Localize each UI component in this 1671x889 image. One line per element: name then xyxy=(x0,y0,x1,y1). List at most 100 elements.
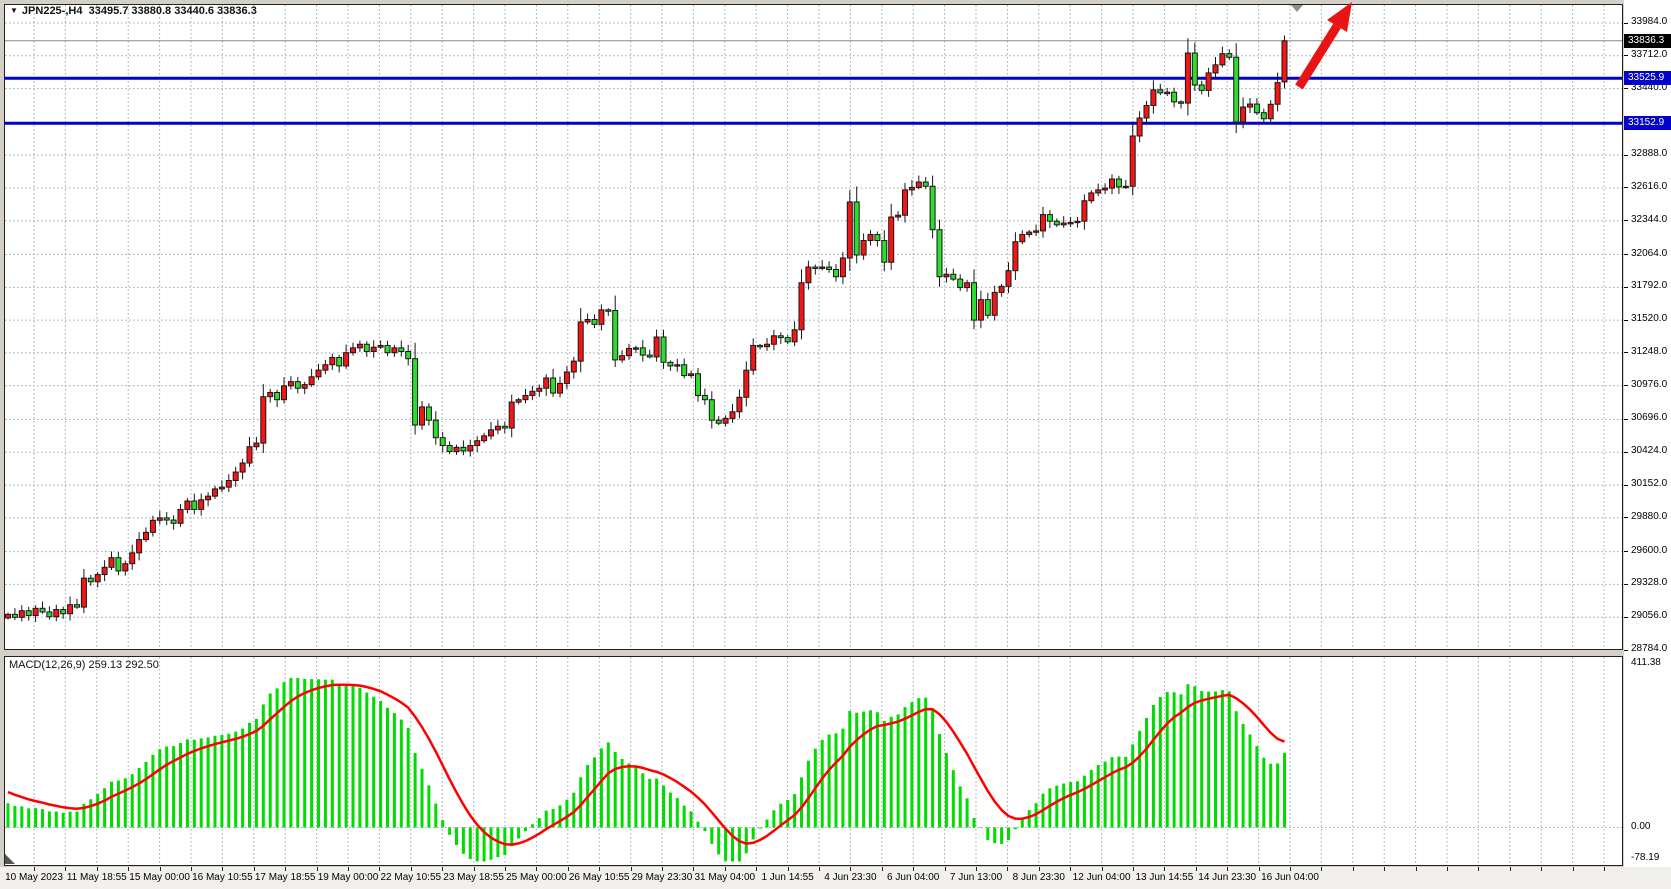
time-label: 23 May 18:55 xyxy=(443,872,504,883)
time-label: 16 May 10:55 xyxy=(192,872,253,883)
time-tick-mark xyxy=(1070,867,1072,871)
chart-ohlc-title: ▼ JPN225-,H4 33495.7 33880.8 33440.6 3383… xyxy=(10,5,257,17)
price-tick-label: 29328.0 xyxy=(1631,577,1668,589)
time-label: 22 May 10:55 xyxy=(380,872,442,883)
time-tick-mark xyxy=(316,867,318,871)
time-tick-mark xyxy=(850,867,852,871)
time-tick-mark xyxy=(913,867,915,871)
price-tick-label: 33712.0 xyxy=(1631,48,1668,60)
time-tick-mark xyxy=(1321,867,1323,871)
price-tick-label: 33984.0 xyxy=(1631,16,1668,27)
time-tick-mark xyxy=(96,867,98,871)
indicator-resize-grip[interactable] xyxy=(5,854,15,864)
time-tick-mark xyxy=(1101,867,1103,871)
time-label: 15 May 00:00 xyxy=(129,872,190,883)
time-tick-mark xyxy=(819,867,820,871)
time-label: 29 May 23:30 xyxy=(631,872,693,883)
trend-arrow[interactable] xyxy=(1295,2,1352,90)
time-tick-mark xyxy=(693,867,695,871)
time-tick-mark xyxy=(976,867,977,871)
time-tick-mark xyxy=(1352,867,1354,871)
time-label: 16 Jun 04:00 xyxy=(1261,872,1319,883)
price-tick-label: 28784.0 xyxy=(1631,643,1668,655)
time-tick-mark xyxy=(65,867,67,871)
time-tick-mark xyxy=(1290,867,1291,871)
price-tick-label: 30424.0 xyxy=(1631,445,1668,457)
price-tick-mark xyxy=(1624,649,1628,651)
price-tick-mark xyxy=(1624,154,1628,156)
price-tick-mark xyxy=(1624,451,1628,453)
symbol-dropdown-icon: ▼ xyxy=(10,6,18,15)
price-tick-label: 30152.0 xyxy=(1631,478,1668,490)
time-label: 25 May 00:00 xyxy=(506,872,567,883)
time-label: 12 Jun 04:00 xyxy=(1072,872,1131,883)
time-label: 10 May 2023 xyxy=(5,872,63,883)
time-tick-mark xyxy=(1509,867,1511,871)
price-tick-label: 30976.0 xyxy=(1631,378,1668,390)
price-tick-mark xyxy=(1624,319,1628,321)
macd-axis-label: 411.38 xyxy=(1631,657,1661,668)
time-tick-mark xyxy=(253,867,255,871)
price-tick-mark xyxy=(1624,88,1628,90)
time-tick-mark xyxy=(410,867,412,871)
price-tick-label: 32888.0 xyxy=(1631,148,1668,160)
time-label: 11 May 18:55 xyxy=(66,872,127,883)
time-tick-mark xyxy=(630,867,632,871)
chart-shift-marker[interactable] xyxy=(1291,5,1303,12)
time-tick-mark xyxy=(724,867,726,871)
time-tick-mark xyxy=(1604,867,1605,871)
time-tick-mark xyxy=(1164,867,1166,871)
time-tick-mark xyxy=(1038,867,1040,871)
macd-indicator-label: MACD(12,26,9) 259.13 292.50 xyxy=(9,659,159,671)
price-tick-mark xyxy=(1624,220,1628,222)
candles-layer xyxy=(5,35,1288,622)
time-label: 4 Jun 23:30 xyxy=(824,872,877,883)
macd-main-value: 259.13 xyxy=(88,659,123,671)
time-tick-mark xyxy=(348,867,349,871)
time-tick-mark xyxy=(567,867,569,871)
macd-signal-line xyxy=(7,683,1285,846)
time-label: 8 Jun 23:30 xyxy=(1012,872,1065,883)
time-tick-mark xyxy=(1478,867,1480,871)
price-tick-mark xyxy=(1624,286,1628,288)
time-label: 13 Jun 14:55 xyxy=(1135,872,1194,883)
time-tick-mark xyxy=(442,867,444,871)
current-price-badge: 33836.3 xyxy=(1624,33,1671,48)
time-tick-mark xyxy=(505,867,506,871)
time-tick-mark xyxy=(1258,867,1260,871)
price-tick-label: 29056.0 xyxy=(1631,610,1668,622)
price-tick-label: 31792.0 xyxy=(1631,280,1668,292)
price-tick-mark xyxy=(1624,385,1628,387)
level-price-badge: 33152.9 xyxy=(1624,116,1671,131)
time-label: 26 May 10:55 xyxy=(568,872,630,883)
ohlc-values: 33495.7 33880.8 33440.6 33836.3 xyxy=(88,5,257,17)
time-tick-mark xyxy=(473,867,475,871)
macd-signal-value: 292.50 xyxy=(125,659,159,671)
price-tick-mark xyxy=(1624,551,1628,553)
time-label: 31 May 04:00 xyxy=(694,872,756,883)
price-tick-label: 29880.0 xyxy=(1631,510,1668,522)
time-tick-mark xyxy=(1447,867,1448,871)
price-tick-mark xyxy=(1624,583,1628,585)
time-tick-mark xyxy=(599,867,601,871)
time-tick-mark xyxy=(128,867,130,871)
time-label: 19 May 00:00 xyxy=(317,872,379,883)
time-tick-mark xyxy=(1133,867,1134,871)
time-tick-mark xyxy=(1195,867,1197,871)
time-tick-mark xyxy=(881,867,883,871)
price-axis[interactable]: 33984.0 33712.0 33440.0 32888.0 32616.0 32344… xyxy=(1624,0,1671,867)
macd-axis-label: -78.19 xyxy=(1631,851,1660,863)
macd-panel xyxy=(4,656,1623,866)
time-label: 14 Jun 23:30 xyxy=(1198,872,1257,883)
time-tick-mark xyxy=(222,867,224,871)
price-tick-mark xyxy=(1624,254,1628,256)
time-label: 6 Jun 04:00 xyxy=(887,872,940,883)
price-tick-label: 31520.0 xyxy=(1631,313,1668,325)
price-tick-label: 29600.0 xyxy=(1631,544,1668,556)
price-tick-mark xyxy=(1624,616,1628,618)
time-tick-mark xyxy=(1384,867,1386,871)
symbol-period-label: JPN225-,H4 xyxy=(21,5,83,17)
time-axis[interactable]: 10 May 2023 11 May 18:55 15 May 00:00 16 Ma… xyxy=(0,867,1671,889)
